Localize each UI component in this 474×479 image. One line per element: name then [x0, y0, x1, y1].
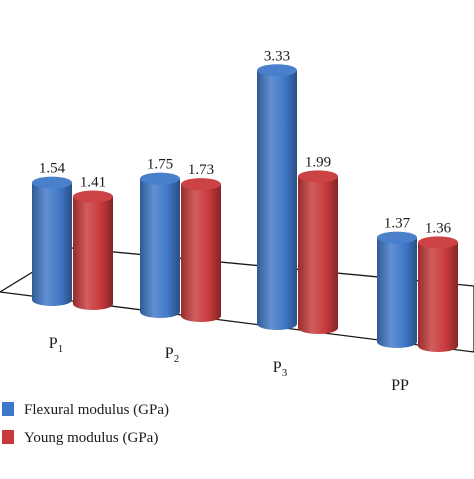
- legend-label: Flexural modulus (GPa): [24, 402, 169, 418]
- value-label: 1.99: [305, 154, 331, 170]
- bar-young-1: [181, 178, 221, 322]
- legend: Flexural modulus (GPa) Young modulus (GPa…: [2, 402, 169, 446]
- bar-flexural-3: [377, 231, 417, 348]
- value-label: 1.37: [384, 216, 411, 232]
- value-label: 3.33: [264, 48, 290, 64]
- value-label: 1.36: [425, 220, 452, 236]
- value-label: 1.54: [39, 161, 66, 177]
- category-label: P2: [165, 345, 179, 365]
- legend-label: Young modulus (GPa): [24, 430, 158, 446]
- bar-flexural-2: [257, 64, 297, 330]
- category-label: PP: [391, 377, 409, 394]
- value-labels: 1.54 1.41 1.75 1.73 3.33 1.99 1.37 1.36: [39, 48, 452, 236]
- bars: [32, 64, 458, 352]
- value-label: 1.41: [80, 175, 106, 191]
- bar-flexural-0: [32, 176, 72, 306]
- legend-swatch: [2, 402, 14, 416]
- bar-young-2: [298, 170, 338, 334]
- value-label: 1.75: [147, 157, 173, 173]
- bar-young-0: [73, 190, 113, 310]
- category-label: P3: [273, 359, 288, 379]
- category-labels: P1 P2 P3 PP: [49, 335, 409, 394]
- bar-flexural-1: [140, 172, 180, 318]
- legend-swatch: [2, 430, 14, 444]
- category-label: P1: [49, 335, 63, 355]
- value-label: 1.73: [188, 162, 214, 178]
- bar-young-3: [418, 236, 458, 352]
